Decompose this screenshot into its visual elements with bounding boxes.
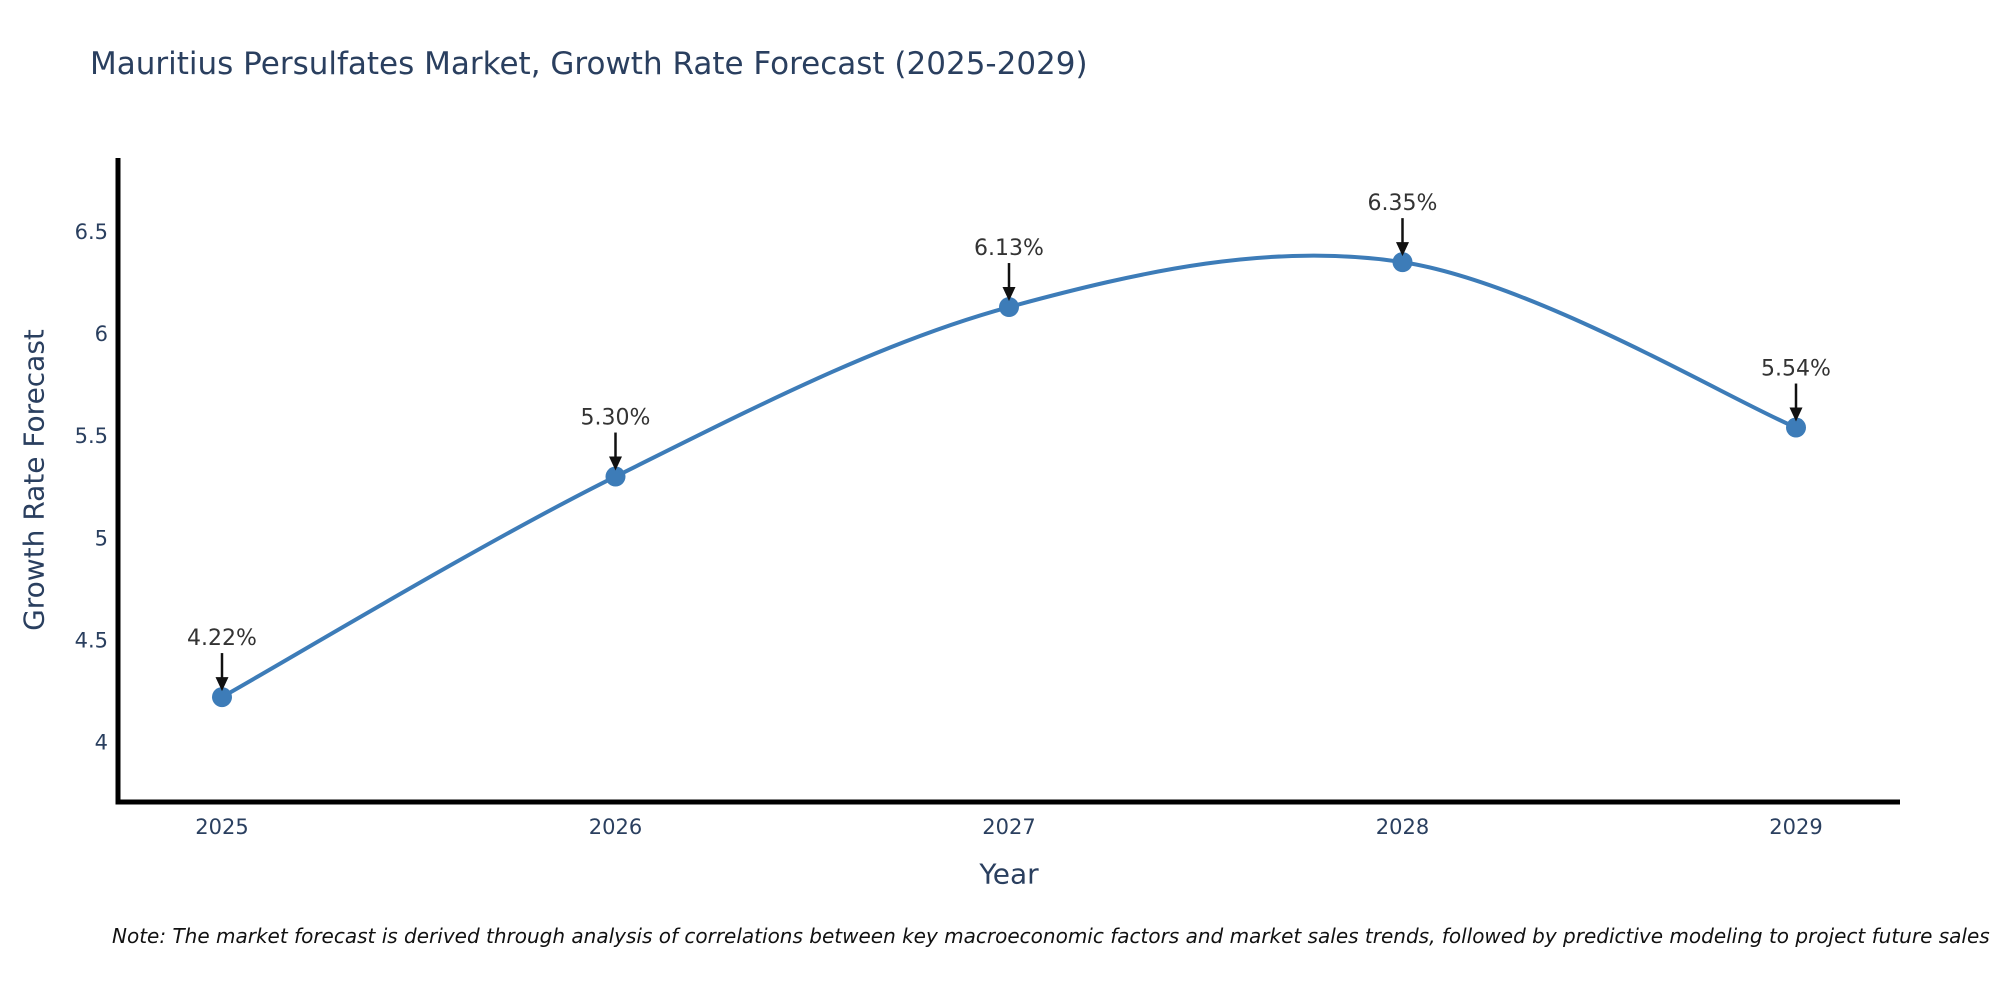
annotation-arrow-head	[1002, 287, 1016, 302]
data-point-label: 5.30%	[581, 406, 651, 431]
x-tick-label: 2028	[1376, 815, 1429, 839]
x-tick-label: 2029	[1769, 815, 1822, 839]
x-tick-label: 2027	[982, 815, 1035, 839]
annotation-arrow-head	[1789, 407, 1803, 422]
data-point-label: 4.22%	[187, 626, 257, 651]
data-point-marker	[605, 466, 626, 487]
y-tick-label: 5.5	[75, 424, 108, 448]
y-tick-label: 4.5	[75, 628, 108, 652]
y-tick-label: 6.5	[75, 220, 108, 244]
y-tick-label: 6	[95, 322, 108, 346]
x-tick-label: 2025	[195, 815, 248, 839]
data-point-label: 5.54%	[1761, 357, 1831, 382]
annotation-arrow-head	[609, 456, 622, 471]
x-axis-title: Year	[979, 857, 1039, 891]
x-tick-label: 2026	[589, 815, 642, 839]
data-point-label: 6.13%	[974, 236, 1044, 261]
y-tick-label: 5	[95, 526, 108, 550]
chart-title: Mauritius Persulfates Market, Growth Rat…	[90, 46, 1088, 82]
annotation-arrow-head	[215, 677, 229, 692]
data-point-marker	[1786, 417, 1806, 438]
data-point-marker	[212, 687, 232, 708]
annotation-arrow-head	[1396, 242, 1409, 257]
trend-line	[220, 253, 1798, 700]
data-point-label: 6.35%	[1368, 191, 1438, 216]
data-point-marker	[1392, 252, 1413, 273]
footnote: Note: The market forecast is derived thr…	[112, 924, 1990, 948]
y-tick-label: 4	[95, 731, 108, 755]
data-point-marker	[999, 297, 1019, 318]
